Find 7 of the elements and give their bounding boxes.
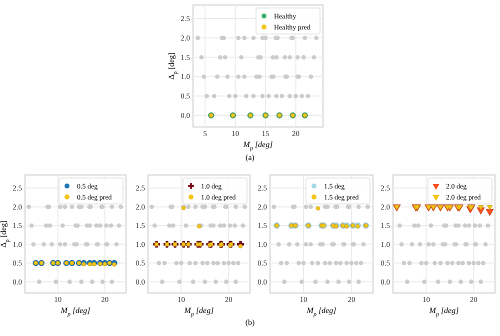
x-axis-title: M$_{p}$ [deg]	[242, 140, 273, 152]
x-axis-title: M$_{p}$ [deg]	[306, 306, 336, 318]
x-axis-title: M$_{p}$ [deg]	[428, 306, 459, 318]
x-axis-title: M$_{p}$ [deg]	[60, 306, 90, 318]
text: (b)	[245, 318, 255, 327]
x-axis-title: M$_{p}$ [deg]	[183, 306, 214, 318]
text: (a)	[246, 153, 255, 162]
